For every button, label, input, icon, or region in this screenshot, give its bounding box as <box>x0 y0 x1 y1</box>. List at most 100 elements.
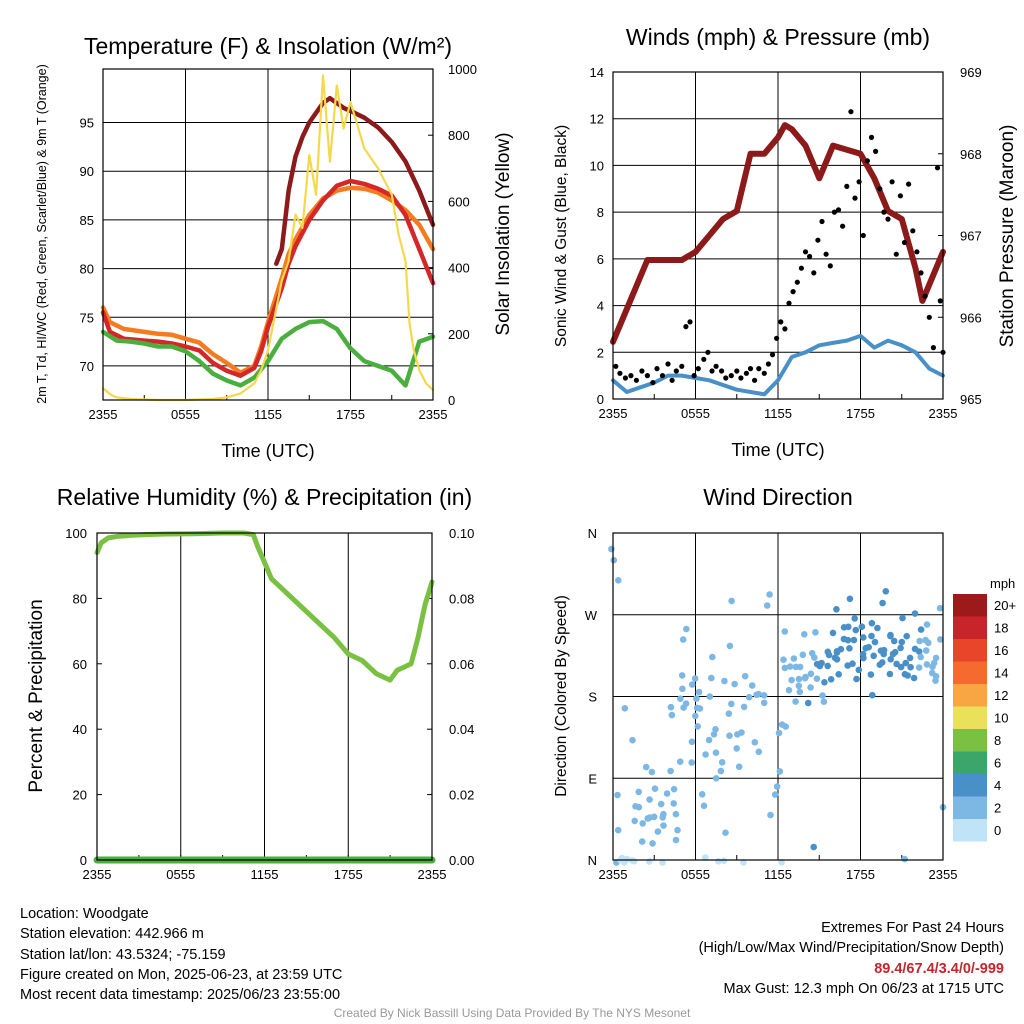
direction-point <box>879 599 886 607</box>
direction-point <box>615 577 622 584</box>
direction-point <box>674 826 681 834</box>
direction-point <box>614 791 621 799</box>
station-latlon: Station lat/lon: 43.5324; -75.159 <box>20 946 226 963</box>
direction-point <box>753 691 760 699</box>
y2-tick-label: 0.00 <box>449 853 474 868</box>
direction-point <box>688 759 695 766</box>
direction-point <box>710 731 718 738</box>
direction-point <box>886 670 894 678</box>
gust-point <box>906 181 912 187</box>
direction-point <box>929 663 936 671</box>
y-tick-label: 12 <box>590 112 604 127</box>
direction-point <box>874 624 881 632</box>
gust-point <box>844 183 850 189</box>
series-line <box>274 95 436 266</box>
direction-point <box>801 631 808 638</box>
gust-point <box>823 251 829 257</box>
direction-point <box>623 855 631 863</box>
direction-point <box>741 672 749 680</box>
gust-point <box>761 370 767 376</box>
legend-swatch <box>953 594 987 617</box>
direction-point <box>891 648 899 656</box>
direction-point <box>917 653 924 661</box>
gust-point <box>811 270 817 276</box>
direction-point <box>776 768 784 775</box>
legend-label: 12 <box>994 688 1008 703</box>
direction-point <box>712 726 719 733</box>
gust-point <box>881 209 887 215</box>
gust-point <box>873 148 879 154</box>
direction-point <box>694 723 701 730</box>
direction-point <box>635 803 643 811</box>
gust-point <box>719 368 725 374</box>
x-tick-label: 0555 <box>171 407 200 422</box>
direction-point <box>901 855 908 863</box>
gust-point <box>877 186 883 192</box>
direction-point <box>915 648 923 655</box>
direction-point <box>796 663 804 671</box>
gust-point <box>709 368 715 374</box>
gust-point <box>628 373 634 379</box>
direction-point <box>915 664 923 671</box>
legend-label: 2 <box>994 801 1001 816</box>
gust-point <box>650 380 656 386</box>
gust-point <box>747 366 754 372</box>
y2-axis-title: Solar Insolation (Yellow) <box>493 132 514 335</box>
direction-point <box>767 811 774 819</box>
x-tick-label: 1155 <box>764 867 792 882</box>
direction-point <box>853 675 860 683</box>
legend-label: 18 <box>994 621 1008 636</box>
gust-point <box>669 377 675 383</box>
direction-point <box>785 686 793 694</box>
direction-point <box>775 729 783 737</box>
direction-point <box>667 703 675 711</box>
direction-point <box>801 674 809 682</box>
direction-point <box>865 643 872 651</box>
direction-point <box>870 652 877 660</box>
direction-point <box>880 646 888 654</box>
station-elevation: Station elevation: 442.966 m <box>20 926 204 943</box>
y-tick-label: 90 <box>80 164 94 179</box>
direction-point <box>677 695 684 702</box>
station-location: Location: Woodgate <box>20 906 149 922</box>
gust-point <box>622 375 629 381</box>
y-tick-label: 0 <box>597 392 604 407</box>
x-tick-label: 2355 <box>599 406 628 421</box>
gust-point <box>654 366 660 372</box>
gust-point <box>644 373 651 379</box>
x-tick-label: 1755 <box>846 867 875 882</box>
figure-created: Figure created on Mon, 2025-06-23, at 23… <box>20 966 343 983</box>
direction-point <box>726 732 733 739</box>
direction-point <box>799 651 807 659</box>
y2-tick-label: 400 <box>448 261 470 276</box>
y-tick-label: 40 <box>73 722 87 737</box>
direction-point <box>917 626 925 633</box>
direction-point <box>712 749 720 756</box>
gust-point <box>835 207 842 213</box>
direction-point <box>683 625 690 633</box>
direction-point <box>705 736 713 744</box>
legend-swatch <box>953 661 987 684</box>
direction-point <box>766 591 773 598</box>
legend-swatch <box>953 819 987 842</box>
extremes-info: Extremes For Past 24 Hours (High/Low/Max… <box>699 918 1004 999</box>
y2-tick-label: 969 <box>960 65 982 80</box>
y-tick-label: 70 <box>80 359 94 374</box>
direction-point <box>751 739 759 746</box>
gust-point <box>922 293 928 299</box>
x-tick-label: 1755 <box>334 867 363 882</box>
direction-point <box>726 642 734 650</box>
panel-title: Temperature (F) & Insolation (W/m²) <box>84 33 452 59</box>
direction-point <box>849 660 856 667</box>
direction-point <box>668 711 676 719</box>
x-tick-label: 2355 <box>418 867 447 882</box>
direction-point <box>820 698 828 705</box>
y-tick-label: N <box>588 853 597 868</box>
legend-swatch <box>953 684 987 707</box>
gust-point <box>756 366 762 372</box>
gust-point <box>782 326 788 332</box>
direction-point <box>855 666 863 674</box>
gust-point <box>734 368 740 374</box>
humidity-line <box>94 530 435 683</box>
